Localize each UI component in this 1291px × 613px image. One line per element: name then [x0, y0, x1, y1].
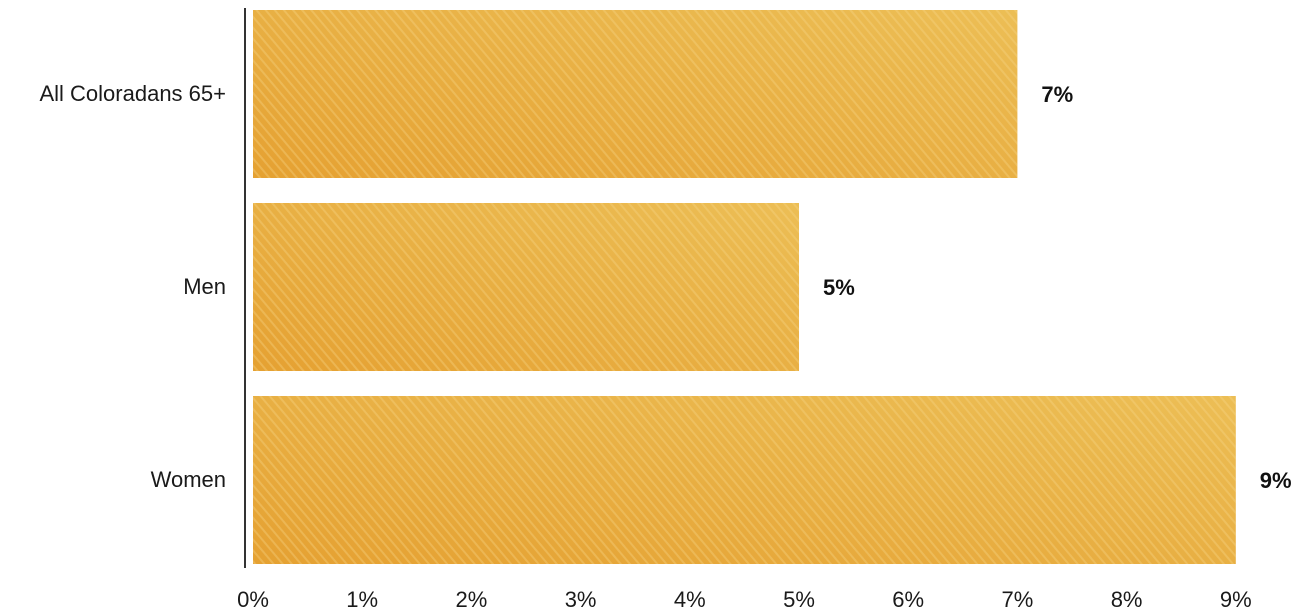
category-labels: All Coloradans 65+ Men Women [39, 81, 226, 492]
x-tick-label: 2% [456, 587, 488, 612]
value-labels: 7% 5% 9% [823, 82, 1291, 493]
x-tick-label: 6% [892, 587, 924, 612]
bar-stripe-texture [253, 396, 1236, 564]
x-tick-label: 4% [674, 587, 706, 612]
x-tick-label: 5% [783, 587, 815, 612]
value-label-all-coloradans-65: 7% [1041, 82, 1073, 107]
value-label-men: 5% [823, 275, 855, 300]
bar-all-coloradans-65 [253, 10, 1018, 178]
x-axis-tick-labels: 0% 1% 2% 3% 4% 5% 6% 7% 8% 9% [237, 587, 1252, 612]
x-tick-label: 0% [237, 587, 269, 612]
x-tick-label: 7% [1002, 587, 1034, 612]
bar-men [253, 203, 799, 371]
x-tick-label: 1% [346, 587, 378, 612]
category-label-all-coloradans-65: All Coloradans 65+ [39, 81, 226, 106]
bars [253, 10, 1236, 564]
x-tick-label: 3% [565, 587, 597, 612]
x-tick-label: 9% [1220, 587, 1252, 612]
bar-women [253, 396, 1236, 564]
bar-stripe-texture [253, 10, 1018, 178]
category-label-women: Women [151, 467, 226, 492]
category-label-men: Men [183, 274, 226, 299]
value-label-women: 9% [1260, 468, 1291, 493]
x-tick-label: 8% [1111, 587, 1143, 612]
bar-stripe-texture [253, 203, 799, 371]
